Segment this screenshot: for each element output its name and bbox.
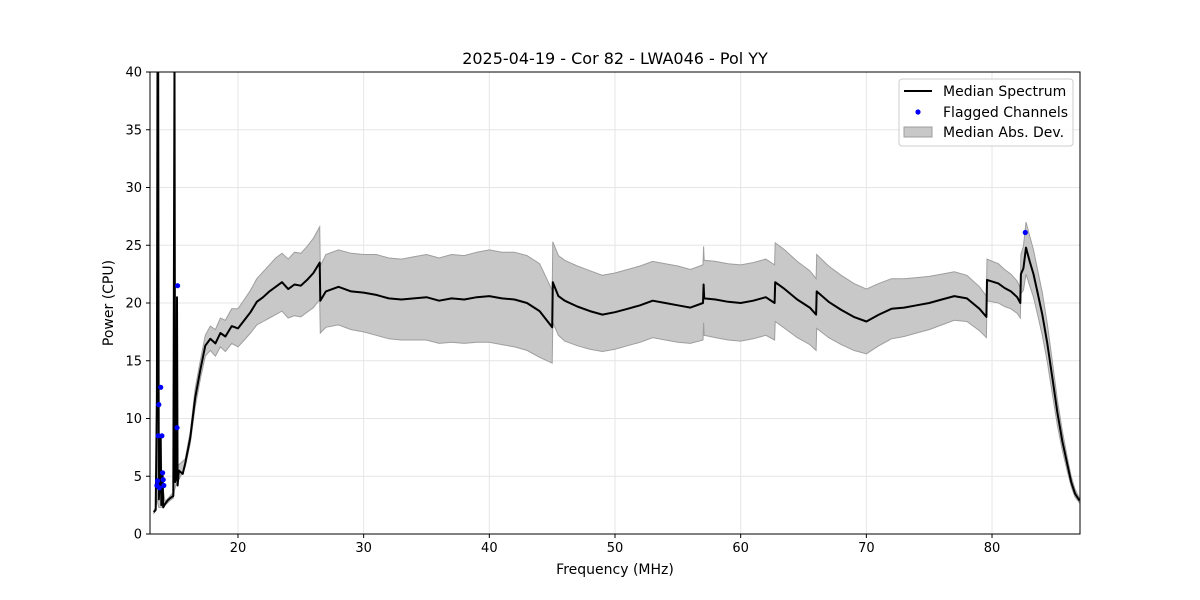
y-tick-label: 5 (134, 470, 142, 485)
chart-title: 2025-04-19 - Cor 82 - LWA046 - Pol YY (462, 49, 768, 68)
x-tick-label: 40 (481, 541, 498, 556)
y-axis-ticks: 0 5 10 15 20 25 30 35 40 (125, 66, 150, 543)
flagged-channel-point (154, 478, 161, 484)
y-tick-label: 0 (134, 528, 142, 543)
legend: Median Spectrum Flagged Channels Median … (898, 78, 1074, 147)
legend-label-median: Median Spectrum (943, 84, 1066, 100)
y-axis-label: Power (CPU) (101, 260, 117, 346)
y-tick-label: 20 (125, 297, 142, 312)
flagged-channel-point (161, 482, 167, 489)
legend-dot-swatch (915, 109, 921, 115)
y-tick-label: 35 (125, 123, 142, 138)
y-tick-label: 40 (125, 66, 142, 81)
x-tick-label: 50 (607, 541, 624, 556)
flagged-channel-point (155, 433, 161, 439)
flagged-channel-point (160, 477, 166, 483)
flagged-channel-point (158, 384, 164, 390)
flagged-channel-point (159, 433, 165, 439)
x-tick-label: 80 (984, 541, 1001, 556)
x-axis-ticks: 20 30 40 50 60 70 80 (230, 534, 1001, 556)
flagged-channel-point (1022, 229, 1028, 236)
y-tick-label: 15 (125, 354, 142, 369)
y-tick-label: 10 (125, 412, 142, 427)
x-tick-label: 30 (355, 541, 372, 556)
flagged-channel-point (156, 485, 162, 491)
flagged-channel-point (174, 425, 180, 431)
median-abs-dev-band (153, 118, 1080, 515)
flagged-channel-point (160, 470, 166, 476)
flagged-channels (154, 229, 1028, 491)
x-tick-label: 20 (230, 541, 247, 556)
flagged-channel-point (175, 283, 181, 289)
x-tick-label: 60 (732, 541, 749, 556)
x-axis-label: Frequency (MHz) (556, 562, 674, 578)
legend-band-swatch (903, 126, 933, 138)
median-spectrum-line (153, 72, 1080, 513)
flagged-channel-point (156, 402, 162, 408)
x-tick-label: 70 (858, 541, 875, 556)
plot-area (153, 72, 1080, 515)
y-tick-label: 25 (125, 239, 142, 254)
legend-box (898, 78, 1074, 147)
y-tick-label: 30 (125, 181, 142, 196)
legend-label-flagged: Flagged Channels (943, 105, 1068, 121)
legend-label-mad: Median Abs. Dev. (943, 125, 1064, 141)
